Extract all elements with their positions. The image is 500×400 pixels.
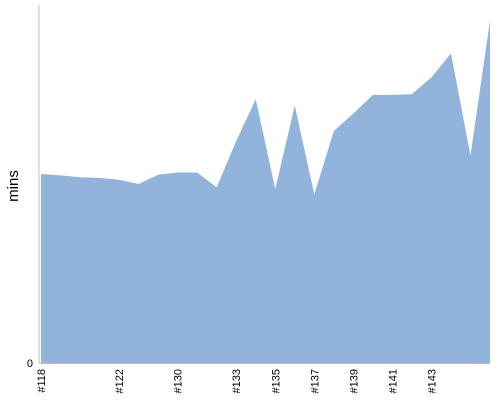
x-tick-label: #130 <box>173 369 185 393</box>
x-tick-label: #143 <box>426 369 438 393</box>
y-tick-label: 0 <box>27 358 33 370</box>
x-tick-label: #135 <box>270 369 282 393</box>
x-tick-label: #133 <box>231 369 243 393</box>
x-tick-label: #139 <box>348 369 360 393</box>
plot-area <box>41 20 490 363</box>
x-axis-ticks: #118 #122 #130 #133 #135 #137 #139 #141 #143 <box>36 369 438 393</box>
x-tick-label: #122 <box>114 369 126 393</box>
x-tick-label: #137 <box>309 369 321 393</box>
x-tick-label: #118 <box>36 369 48 393</box>
y-axis-label: mins <box>5 170 22 202</box>
area-series <box>41 20 490 363</box>
x-tick-label: #141 <box>387 369 399 393</box>
